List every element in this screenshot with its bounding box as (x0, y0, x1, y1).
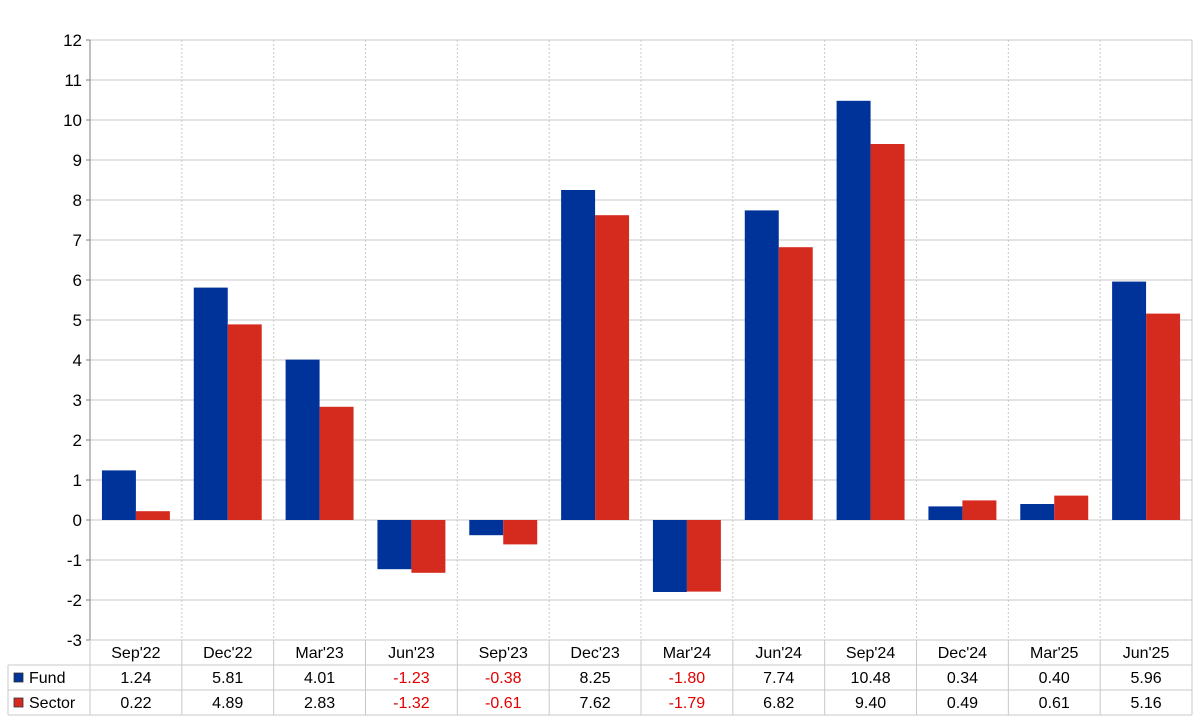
fund-bar (744, 210, 779, 520)
x-tick-label: Sep'22 (111, 645, 160, 662)
fund-legend-swatch (13, 672, 24, 683)
sector-value-label: 9.40 (855, 695, 886, 712)
fund-value-label: 5.81 (212, 670, 243, 687)
fund-value-label: 4.01 (304, 670, 335, 687)
y-tick-label: 1 (73, 471, 82, 490)
sector-bar (319, 406, 354, 520)
sector-value-label: 2.83 (304, 695, 335, 712)
x-tick-label: Dec'23 (570, 645, 619, 662)
gridlines (89, 39, 1193, 641)
sector-value-label: 5.16 (1131, 695, 1162, 712)
y-tick-label: 10 (63, 111, 82, 130)
fund-legend-label: Fund (29, 670, 65, 687)
sector-bar (135, 511, 170, 520)
fund-bar (836, 100, 871, 521)
sector-bar (227, 324, 262, 520)
sector-value-label: -0.61 (485, 695, 522, 712)
fund-bar (928, 506, 963, 520)
sector-value-label: 0.61 (1039, 695, 1070, 712)
y-tick-label: 7 (73, 231, 82, 250)
y-tick-label: 12 (63, 31, 82, 50)
x-tick-label: Sep'23 (479, 645, 528, 662)
y-tick-label: 4 (73, 351, 82, 370)
x-tick-label: Dec'22 (203, 645, 252, 662)
sector-bar (778, 247, 813, 520)
fund-value-label: 8.25 (580, 670, 611, 687)
fund-bar (377, 520, 412, 570)
sector-value-label: 0.22 (120, 695, 151, 712)
x-tick-label: Jun'25 (1123, 645, 1170, 662)
fund-value-label: 0.40 (1039, 670, 1070, 687)
sector-bar (503, 520, 538, 545)
y-tick-label: -3 (67, 631, 82, 650)
fund-value-label: -1.80 (669, 670, 706, 687)
x-tick-label: Jun'23 (388, 645, 435, 662)
sector-value-label: 0.49 (947, 695, 978, 712)
x-tick-label: Mar'24 (663, 645, 712, 662)
fund-value-label: 7.74 (763, 670, 794, 687)
sector-value-label: 6.82 (763, 695, 794, 712)
x-tick-label: Jun'24 (755, 645, 802, 662)
fund-bar (193, 287, 228, 520)
y-tick-label: 3 (73, 391, 82, 410)
y-tick-label: 6 (73, 271, 82, 290)
sector-legend-label: Sector (29, 695, 76, 712)
fund-value-label: 5.96 (1131, 670, 1162, 687)
sector-bar (411, 520, 446, 573)
fund-value-label: 0.34 (947, 670, 978, 687)
y-tick-label: 0 (73, 511, 82, 530)
x-tick-label: Mar'23 (295, 645, 344, 662)
y-tick-label: 2 (73, 431, 82, 450)
fund-bar (652, 520, 687, 592)
fund-bar (561, 190, 596, 520)
sector-bar (595, 215, 630, 520)
fund-bar (285, 359, 320, 520)
fund-value-label: -1.23 (393, 670, 430, 687)
fund-value-label: 10.48 (851, 670, 891, 687)
sector-value-label: 7.62 (580, 695, 611, 712)
bars (101, 100, 1181, 592)
y-tick-label: 5 (73, 311, 82, 330)
fund-value-label: -0.38 (485, 670, 522, 687)
y-tick-label: -1 (67, 551, 82, 570)
sector-bar (1146, 313, 1181, 520)
x-tick-label: Dec'24 (938, 645, 987, 662)
data-table: Sep'22 Dec'22 Mar'23 Jun'23 Sep'23 Dec'23 Mar'… (7, 639, 1193, 716)
y-tick-label: -2 (67, 591, 82, 610)
sector-bar (686, 520, 721, 592)
sector-legend-swatch (13, 697, 24, 708)
sector-bar (1054, 495, 1089, 520)
y-tick-label: 8 (73, 191, 82, 210)
sector-bar (870, 144, 905, 520)
x-tick-label: Mar'25 (1030, 645, 1079, 662)
fund-bar (101, 470, 136, 520)
sector-value-label: -1.79 (669, 695, 706, 712)
fund-bar (1112, 281, 1147, 520)
fund-bar (1020, 504, 1055, 520)
sector-bar (962, 500, 997, 520)
y-tick-label: 9 (73, 151, 82, 170)
y-tick-label: 11 (64, 71, 82, 90)
fund-value-label: 1.24 (120, 670, 151, 687)
x-tick-label: Sep'24 (846, 645, 895, 662)
sector-value-label: 4.89 (212, 695, 243, 712)
sector-value-label: -1.32 (393, 695, 430, 712)
fund-bar (469, 520, 504, 536)
